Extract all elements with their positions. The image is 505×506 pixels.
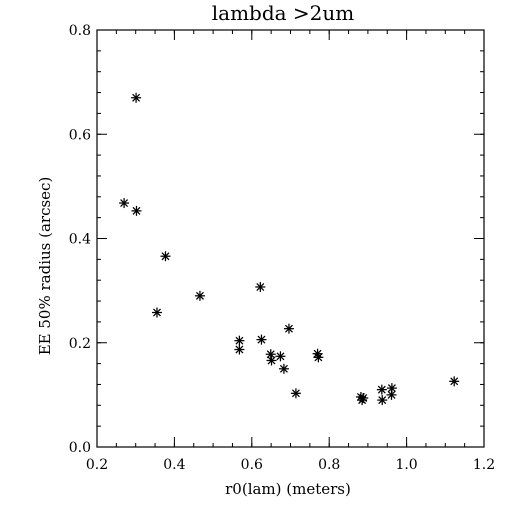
data-point — [194, 290, 205, 301]
x-tick-label: 1.2 — [473, 457, 495, 473]
plot-frame — [96, 29, 485, 448]
x-tick-label: 0.2 — [86, 457, 108, 473]
y-tick-label: 0.0 — [69, 440, 91, 456]
data-point — [234, 344, 245, 355]
data-point — [255, 281, 266, 292]
data-point — [256, 334, 267, 345]
x-tick-label: 0.8 — [318, 457, 340, 473]
data-point — [266, 355, 277, 366]
data-point — [376, 384, 387, 395]
data-point — [278, 363, 289, 374]
tick-labels: 0.2 0.4 0.6 0.8 1.0 1.20.00.20.40.60.8 — [69, 23, 495, 473]
data-point — [160, 251, 171, 262]
x-tick-label: 1.0 — [395, 457, 417, 473]
y-tick-label: 0.2 — [69, 336, 91, 352]
data-point — [358, 393, 369, 404]
data-point — [449, 376, 460, 387]
chart-title: lambda >2um — [212, 1, 355, 25]
x-tick-label: 0.6 — [241, 457, 263, 473]
y-tick-label: 0.4 — [69, 232, 91, 248]
data-points — [119, 92, 460, 406]
axis-ticks — [96, 29, 485, 448]
y-tick-label: 0.8 — [69, 23, 91, 39]
data-point — [377, 395, 388, 406]
x-axis-label: r0(lam) (meters) — [225, 480, 351, 498]
y-tick-label: 0.6 — [69, 127, 91, 143]
data-point — [290, 388, 301, 399]
x-tick-label: 0.4 — [163, 457, 185, 473]
data-point — [131, 92, 142, 103]
data-point — [283, 323, 294, 334]
y-axis-label: EE 50% radius (arcsec) — [36, 177, 54, 356]
data-point — [386, 383, 397, 394]
data-point — [265, 349, 276, 360]
data-point — [313, 352, 324, 363]
data-point — [151, 307, 162, 318]
data-point — [275, 351, 286, 362]
data-point — [131, 205, 142, 216]
data-point — [234, 335, 245, 346]
data-point — [119, 198, 130, 209]
